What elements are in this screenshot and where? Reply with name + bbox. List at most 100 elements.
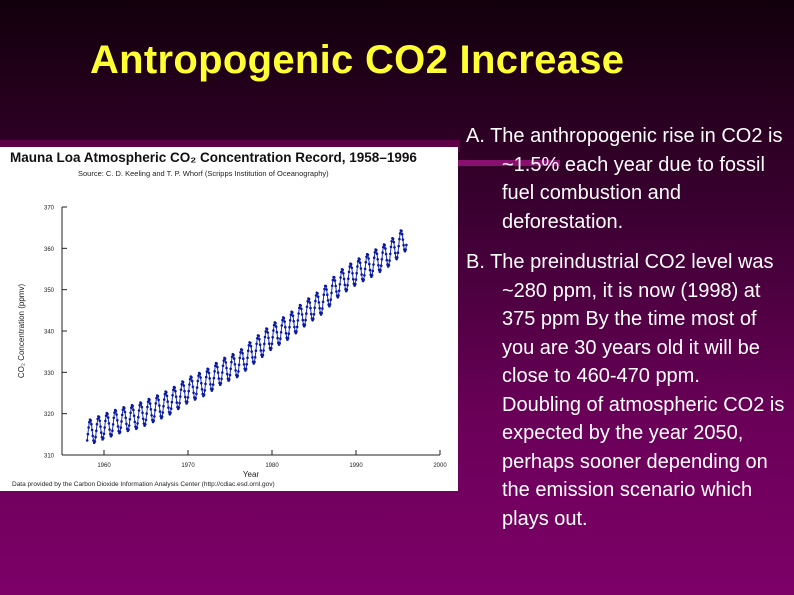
co2-data-point (284, 331, 288, 335)
y-axis-label: CO₂ Concentration (ppmv) (17, 284, 26, 379)
co2-data-point (274, 321, 277, 325)
co2-data-point (330, 284, 334, 288)
co2-data-point (191, 385, 195, 389)
co2-data-point (150, 414, 153, 417)
co2-data-point (368, 262, 371, 266)
co2-data-point (309, 312, 313, 316)
co2-data-point (276, 336, 279, 340)
co2-data-point (183, 389, 186, 393)
co2-data-point (162, 404, 165, 408)
co2-data-point (375, 252, 379, 256)
co2-data-point (308, 301, 312, 304)
co2-data-point (102, 436, 105, 440)
co2-data-point (329, 298, 333, 301)
co2-data-point (393, 246, 396, 249)
co2-data-point (284, 325, 287, 329)
co2-data-point (113, 411, 116, 414)
co2-data-point (346, 283, 349, 287)
co2-data-point (288, 325, 291, 329)
co2-data-point (203, 389, 207, 392)
co2-data-point (362, 278, 366, 281)
co2-data-point (153, 415, 156, 418)
co2-data-point (157, 398, 160, 402)
co2-data-point (181, 380, 185, 384)
co2-data-point (335, 290, 338, 293)
co2-data-point (174, 389, 177, 393)
co2-data-point (207, 368, 210, 371)
co2-data-point (148, 398, 151, 402)
co2-data-point (298, 306, 301, 310)
co2-data-point (261, 353, 265, 357)
co2-data-point (123, 406, 126, 410)
co2-data-point (110, 433, 113, 437)
co2-data-point (271, 336, 275, 339)
co2-data-point (266, 331, 270, 334)
co2-data-point (186, 400, 189, 404)
co2-data-point (291, 311, 294, 314)
co2-data-point (328, 303, 332, 306)
co2-data-point (391, 237, 395, 240)
co2-data-point (95, 422, 99, 426)
co2-data-point (163, 392, 167, 396)
co2-data-point (347, 277, 350, 280)
co2-data-point (180, 383, 183, 386)
co2-data-point (85, 439, 89, 442)
co2-data-point (305, 305, 309, 309)
co2-data-point (233, 363, 237, 366)
co2-data-point (205, 370, 209, 373)
co2-data-point (119, 426, 123, 429)
co2-data-point (343, 283, 347, 287)
co2-data-point (366, 253, 370, 257)
co2-data-point (263, 335, 267, 339)
co2-data-point (303, 323, 307, 326)
co2-data-point (208, 377, 211, 380)
co2-data-point (312, 317, 315, 321)
co2-data-point (104, 419, 107, 423)
co2-data-point (363, 267, 367, 271)
co2-data-point (396, 256, 399, 259)
co2-data-point (139, 402, 143, 405)
co2-data-point (333, 276, 336, 279)
co2-data-point (402, 243, 405, 247)
co2-data-point (370, 274, 374, 277)
co2-data-point (217, 377, 221, 380)
co2-data-point (225, 372, 229, 376)
co2-data-point (132, 408, 135, 412)
co2-data-point (124, 416, 127, 420)
co2-data-point (212, 376, 216, 380)
co2-data-point (282, 316, 286, 320)
co2-data-point (257, 334, 261, 338)
co2-data-point (404, 248, 408, 251)
co2-data-point (359, 267, 363, 270)
co2-data-point (138, 403, 141, 407)
co2-data-point (232, 353, 235, 357)
co2-data-point (313, 306, 317, 310)
co2-data-point (249, 341, 252, 345)
co2-data-point (216, 365, 219, 369)
co2-data-point (222, 359, 225, 362)
co2-data-point (270, 347, 273, 350)
co2-data-point (246, 356, 249, 360)
co2-data-point (177, 406, 181, 409)
co2-data-point (107, 422, 111, 425)
co2-data-point (289, 313, 293, 316)
co2-data-point (133, 420, 137, 424)
co2-data-point (165, 394, 169, 398)
co2-data-point (280, 324, 284, 327)
co2-data-point (127, 424, 131, 427)
co2-data-point (167, 406, 170, 409)
co2-data-point (397, 244, 401, 248)
co2-data-point (152, 419, 155, 423)
co2-data-point (264, 330, 268, 333)
co2-data-point (190, 379, 194, 383)
co2-data-point (291, 314, 295, 318)
co2-data-point (179, 388, 183, 391)
co2-data-point (103, 426, 106, 429)
co2-data-point (295, 325, 299, 329)
co2-data-point (347, 270, 351, 274)
co2-data-point (330, 291, 333, 295)
co2-data-point (241, 352, 244, 355)
co2-data-point (331, 278, 335, 282)
co2-data-point (349, 262, 353, 266)
co2-data-point (200, 381, 203, 385)
